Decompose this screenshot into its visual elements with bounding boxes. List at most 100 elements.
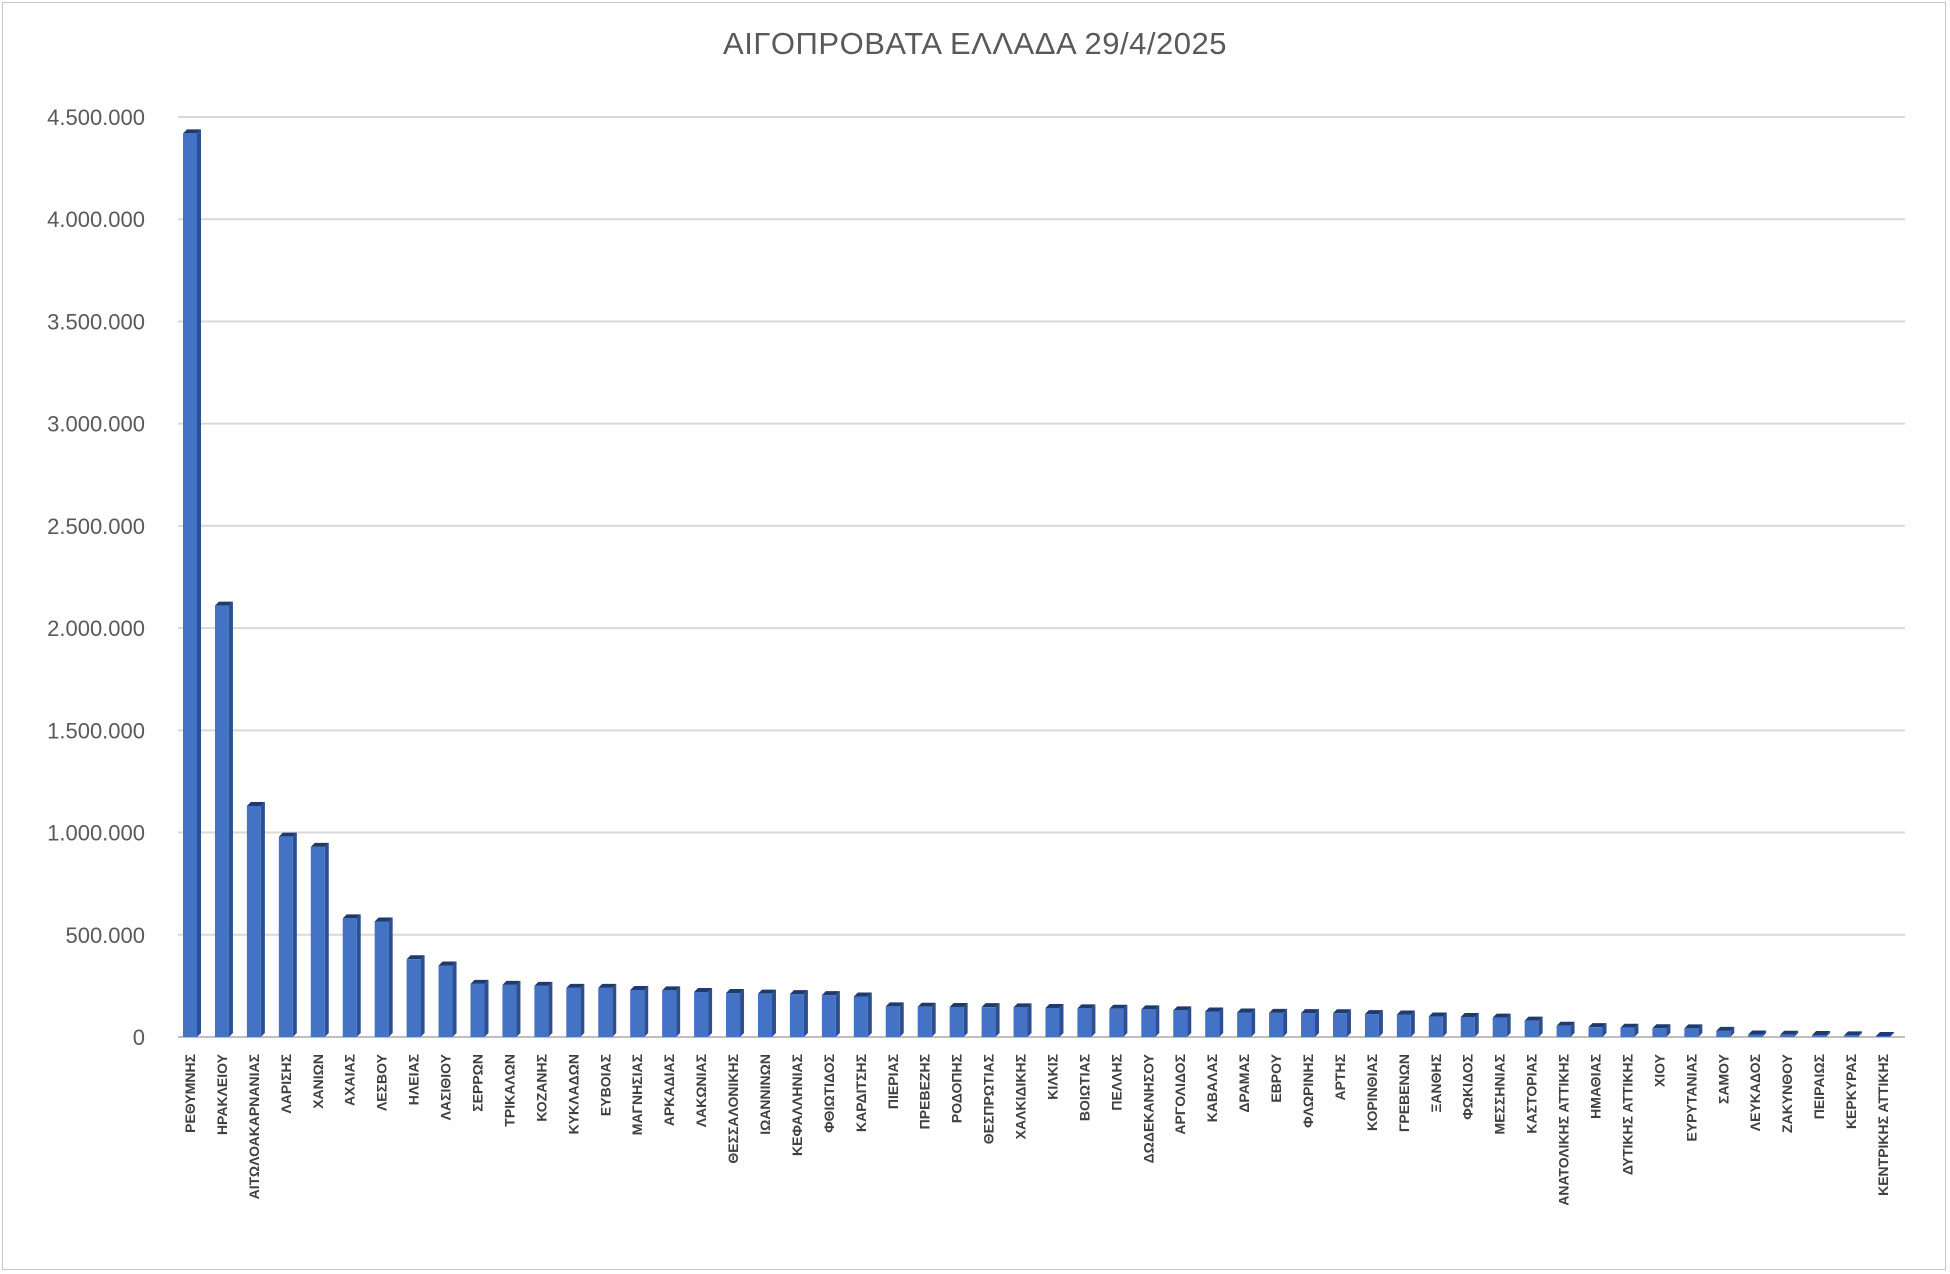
bar [821, 991, 840, 1037]
bar-side [228, 601, 233, 1037]
bar-front [789, 994, 804, 1037]
bar-side [484, 979, 489, 1037]
bar [1588, 1023, 1607, 1037]
x-category-label: ΒΟΙΩΤΙΑΣ [1076, 1054, 1092, 1121]
bar [1652, 1024, 1671, 1037]
bar-top [630, 985, 649, 990]
bar [1716, 1026, 1735, 1037]
bar-side [1602, 1023, 1607, 1037]
bar-top [1013, 1003, 1032, 1008]
bar-front [342, 918, 357, 1037]
bar-top [374, 917, 393, 922]
bar-side [803, 990, 808, 1037]
x-category-label: ΔΩΔΕΚΑΝΗΣΟΥ [1140, 1053, 1156, 1163]
bar-front [1205, 1011, 1220, 1037]
bar [1269, 1008, 1288, 1037]
bar-front [1556, 1025, 1571, 1037]
bar-top [789, 990, 808, 995]
bar-front [1332, 1013, 1347, 1037]
bar [757, 989, 776, 1037]
bar [789, 990, 808, 1037]
bar-top [949, 1002, 968, 1007]
bar-side [1698, 1024, 1703, 1037]
bar [1748, 1030, 1767, 1037]
x-category-label: ΛΑΚΩΝΙΑΣ [693, 1054, 709, 1127]
bar-front [1620, 1027, 1635, 1037]
bar-side [1634, 1023, 1639, 1037]
bar-side [835, 991, 840, 1037]
bar-top [342, 914, 361, 919]
bar-front [183, 133, 197, 1037]
bar-top [1524, 1016, 1543, 1021]
bar-side [1378, 1010, 1383, 1037]
y-tick-label: 3.500.000 [47, 309, 145, 334]
x-category-label: ΠΕΙΡΑΙΩΣ [1811, 1054, 1827, 1119]
x-category-label: ΧΑΛΚΙΔΙΚΗΣ [1013, 1054, 1029, 1139]
bar [1460, 1012, 1479, 1037]
bar-top [821, 991, 840, 996]
x-category-label: ΦΩΚΙΔΟΣ [1460, 1054, 1476, 1120]
bar-side [1027, 1003, 1032, 1037]
bar-top [1045, 1003, 1064, 1008]
bar-side [1506, 1013, 1511, 1037]
x-category-label: ΧΙΟΥ [1651, 1053, 1667, 1087]
bar [470, 979, 489, 1037]
bar-front [1173, 1010, 1188, 1037]
bar-top [438, 961, 457, 966]
bar-front [662, 990, 677, 1037]
y-tick-label: 1.000.000 [47, 821, 145, 846]
bar [183, 129, 201, 1037]
bar-front [438, 965, 453, 1037]
x-category-label: ΠΡΕΒΕΖΗΣ [917, 1054, 933, 1129]
bar [885, 1002, 904, 1037]
bar-top [1652, 1024, 1671, 1029]
bar-front [278, 836, 293, 1037]
x-category-label: ΗΜΑΘΙΑΣ [1588, 1054, 1604, 1119]
bar-side [1410, 1010, 1415, 1037]
bar [981, 1003, 1000, 1037]
bar-top [598, 983, 617, 988]
bar-front [1045, 1007, 1060, 1037]
bar-side [1283, 1008, 1288, 1037]
bar-side [1858, 1031, 1863, 1037]
x-category-label: ΦΘΙΩΤΙΔΟΣ [821, 1054, 837, 1133]
bar-front [853, 996, 868, 1037]
bar [1492, 1013, 1511, 1037]
bar [1077, 1004, 1096, 1037]
bar-side [197, 129, 201, 1037]
x-category-label: ΤΡΙΚΑΛΩΝ [501, 1054, 517, 1127]
bar-top [917, 1002, 936, 1007]
bar-front [1269, 1012, 1284, 1037]
bar-top [1301, 1009, 1320, 1014]
bar-side [676, 986, 681, 1037]
y-axis-ticks: 0 500.000 1.000.000 1.500.000 2.000.000 2.500… [47, 105, 145, 1050]
bar [1524, 1016, 1543, 1037]
bar [1364, 1010, 1383, 1037]
bar-side [452, 961, 457, 1037]
bar-top [1780, 1030, 1799, 1035]
bar [853, 992, 872, 1037]
bar-front [310, 846, 325, 1037]
bar [1141, 1005, 1160, 1037]
bar-top [1237, 1008, 1256, 1013]
bar-front [981, 1007, 996, 1037]
bar [630, 985, 649, 1037]
bar-top [1460, 1012, 1479, 1017]
x-category-label: ΣΑΜΟΥ [1715, 1053, 1731, 1104]
bar-top [1620, 1023, 1639, 1028]
x-axis-labels: ΡΕΘΥΜΝΗΣ ΗΡΑΚΛΕΙΟΥ ΑΙΤΩΛΟΑΚΑΡΝΑΝΙΑΣ ΛΑΡΙΣΗΣ… [182, 1053, 1891, 1205]
bar-top [1364, 1010, 1383, 1015]
bar [1301, 1009, 1320, 1037]
bar [1205, 1007, 1224, 1037]
bar-side [899, 1002, 904, 1037]
bar-side [1890, 1031, 1894, 1037]
bar-top [726, 989, 745, 994]
bar [214, 601, 233, 1037]
x-category-label: ΑΙΤΩΛΟΑΚΑΡΝΑΝΙΑΣ [246, 1054, 262, 1199]
x-category-label: ΚΕΡΚΥΡΑΣ [1843, 1054, 1859, 1129]
x-category-label: ΑΡΓΟΛΙΔΟΣ [1172, 1054, 1188, 1135]
chart-title: ΑΙΓΟΠΡΟΒΑΤΑ ΕΛΛΑΔΑ 29/4/2025 [723, 26, 1227, 61]
bar [1428, 1012, 1447, 1037]
bar [310, 842, 329, 1037]
bar [662, 986, 681, 1037]
